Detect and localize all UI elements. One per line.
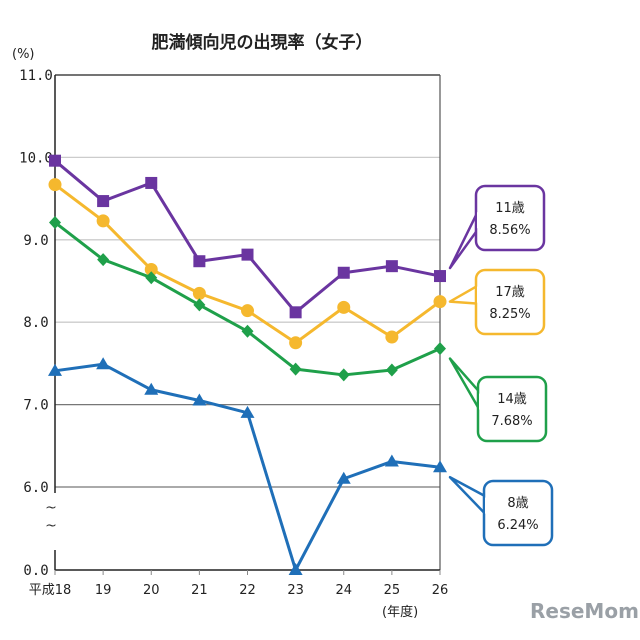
data-point: [48, 178, 62, 192]
x-tick-label: 平成18: [29, 583, 72, 598]
data-point: [96, 357, 111, 370]
x-tick-label: 24: [335, 583, 352, 598]
callout-box: [474, 268, 546, 336]
series-triangle: [48, 357, 447, 575]
y-axis-unit: (%): [12, 47, 35, 62]
data-point: [145, 176, 158, 189]
data-point: [289, 306, 302, 319]
data-point: [49, 215, 61, 229]
data-point: [385, 330, 399, 344]
data-point: [241, 324, 254, 338]
data-point: [433, 460, 447, 473]
series-line: [54, 221, 441, 377]
x-tick-label: 20: [143, 583, 160, 598]
y-tick-label: 9.0: [23, 233, 48, 249]
callout-value: 8.56%: [489, 223, 530, 238]
callout: 17歳 8.25%: [448, 268, 546, 336]
data-point: [192, 286, 206, 300]
data-point: [385, 260, 398, 273]
series-line: [54, 362, 441, 572]
data-point: [145, 271, 158, 285]
callout-series-name: 14歳: [497, 392, 527, 407]
x-tick-label: 25: [384, 583, 401, 598]
callout: 11歳 8.56%: [448, 184, 546, 270]
callout-box: [474, 184, 546, 252]
series-square: [49, 154, 446, 319]
axis-break-mark: ~: [45, 500, 57, 516]
series-line: [54, 159, 441, 314]
data-point: [434, 342, 446, 356]
axis-break-mark: ~: [45, 518, 57, 534]
data-point: [192, 393, 207, 406]
data-point: [144, 262, 158, 276]
callout-tail: [448, 475, 488, 516]
data-point: [241, 304, 254, 318]
y-tick-label: 11.0: [19, 68, 53, 84]
resemom-logo: ReseMom: [530, 599, 639, 623]
callout-joint: [479, 393, 483, 410]
callout-tail: [448, 284, 480, 305]
callout-value: 8.25%: [489, 307, 530, 322]
data-point: [96, 214, 110, 228]
data-point: [240, 405, 255, 418]
x-tick-label: 22: [239, 583, 256, 598]
data-point: [337, 266, 350, 279]
callout: 8歳 6.24%: [448, 475, 554, 547]
data-point: [337, 300, 351, 314]
data-point: [48, 363, 62, 376]
callout-series-name: 11歳: [495, 201, 525, 216]
callout-series-name: 8歳: [507, 496, 528, 511]
chart-title: 肥満傾向児の出現率（女子）: [152, 32, 373, 53]
callout-joint: [477, 212, 481, 229]
x-tick-label: 26: [432, 583, 449, 598]
x-tick-label: 23: [287, 583, 304, 598]
y-tick-label: 7.0: [23, 398, 48, 414]
series-diamond: [49, 215, 446, 382]
data-point: [193, 298, 206, 312]
callout-value: 6.24%: [497, 518, 538, 533]
callout-series-name: 17歳: [495, 285, 525, 300]
data-point: [289, 362, 302, 376]
callout-tail: [448, 357, 482, 412]
watermark-text: ReseMom: [530, 599, 639, 623]
data-point: [337, 368, 350, 382]
data-point: [288, 563, 303, 575]
y-tick-label: 8.0: [23, 315, 48, 331]
data-point: [289, 336, 303, 350]
y-tick-label: 10.0: [19, 150, 53, 166]
data-point: [336, 471, 351, 484]
data-point: [434, 270, 446, 283]
x-axis-label: (年度): [382, 604, 418, 620]
callout-value: 7.68%: [491, 414, 532, 429]
callout-tail: [448, 209, 480, 270]
callout: 14歳 7.68%: [448, 357, 548, 443]
data-point: [49, 154, 61, 167]
y-tick-label: 6.0: [23, 480, 48, 496]
data-point: [241, 248, 254, 261]
callout-box: [482, 479, 554, 547]
data-point: [384, 454, 399, 467]
data-point: [193, 255, 206, 268]
data-point: [97, 195, 110, 208]
callout-joint: [477, 286, 481, 303]
x-tick-label: 21: [191, 583, 208, 598]
callout-joint: [485, 497, 489, 514]
x-tick-label: 19: [95, 583, 112, 598]
data-point: [97, 253, 110, 267]
data-point: [385, 363, 398, 377]
series-circle: [48, 178, 447, 350]
data-point: [433, 295, 447, 309]
callout-box: [476, 375, 548, 443]
y-tick-label: 0.0: [23, 563, 48, 579]
data-point: [144, 382, 159, 395]
